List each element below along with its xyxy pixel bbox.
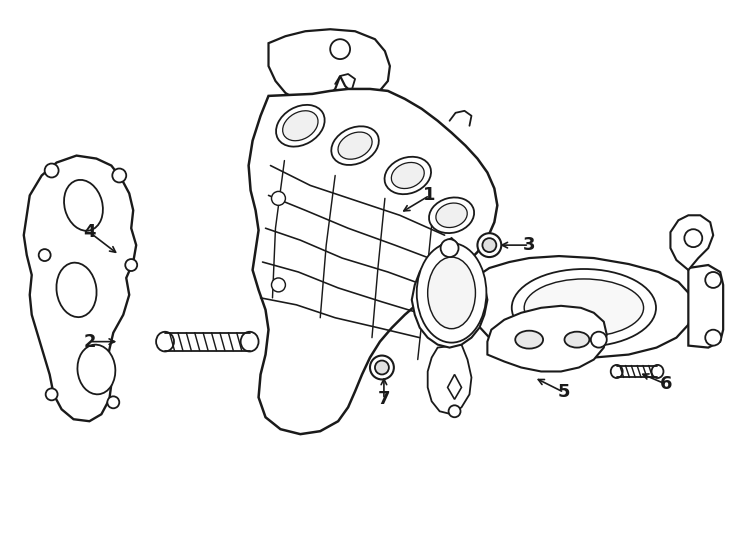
Circle shape — [684, 229, 702, 247]
Text: 3: 3 — [523, 236, 535, 254]
Ellipse shape — [391, 163, 424, 188]
Polygon shape — [412, 238, 487, 348]
Circle shape — [375, 361, 389, 374]
Ellipse shape — [611, 365, 622, 378]
Circle shape — [448, 406, 460, 417]
Circle shape — [482, 238, 496, 252]
Circle shape — [39, 249, 51, 261]
Ellipse shape — [436, 203, 468, 227]
Text: 2: 2 — [83, 333, 95, 350]
Ellipse shape — [564, 332, 589, 348]
Ellipse shape — [78, 345, 115, 394]
Polygon shape — [249, 89, 498, 434]
Circle shape — [370, 355, 394, 380]
Text: 1: 1 — [424, 186, 436, 204]
Ellipse shape — [385, 157, 431, 194]
Ellipse shape — [156, 332, 174, 352]
Ellipse shape — [57, 262, 97, 317]
Ellipse shape — [276, 105, 324, 146]
Ellipse shape — [515, 330, 543, 349]
Polygon shape — [473, 256, 694, 357]
Ellipse shape — [417, 243, 487, 342]
Ellipse shape — [331, 126, 379, 165]
Ellipse shape — [512, 269, 656, 347]
Circle shape — [705, 272, 722, 288]
Circle shape — [46, 388, 57, 400]
Circle shape — [477, 233, 501, 257]
Ellipse shape — [283, 111, 318, 141]
Circle shape — [705, 330, 722, 346]
Polygon shape — [269, 29, 390, 103]
Text: 5: 5 — [558, 383, 570, 401]
Circle shape — [112, 168, 126, 183]
Circle shape — [272, 191, 286, 205]
Polygon shape — [670, 215, 713, 270]
Ellipse shape — [428, 257, 476, 329]
Text: 7: 7 — [378, 390, 390, 408]
Ellipse shape — [652, 365, 664, 378]
Polygon shape — [448, 374, 462, 400]
Polygon shape — [487, 306, 607, 372]
Ellipse shape — [64, 180, 103, 231]
Circle shape — [126, 259, 137, 271]
Text: 4: 4 — [83, 223, 95, 241]
Circle shape — [272, 278, 286, 292]
Circle shape — [107, 396, 120, 408]
Polygon shape — [428, 345, 471, 414]
Ellipse shape — [524, 279, 644, 336]
Polygon shape — [688, 265, 723, 348]
Circle shape — [45, 164, 59, 178]
Ellipse shape — [429, 198, 474, 233]
Ellipse shape — [241, 332, 258, 352]
Text: 6: 6 — [660, 375, 672, 394]
Ellipse shape — [338, 132, 372, 159]
Circle shape — [440, 239, 459, 257]
Circle shape — [330, 39, 350, 59]
Circle shape — [591, 332, 607, 348]
Polygon shape — [23, 156, 137, 421]
